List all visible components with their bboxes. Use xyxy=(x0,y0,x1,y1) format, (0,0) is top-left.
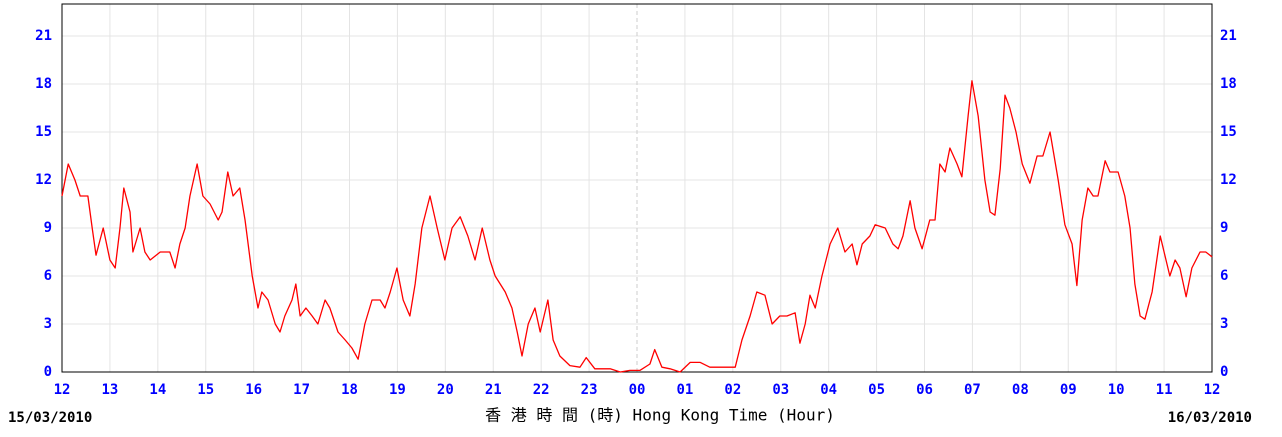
x-tick-label: 23 xyxy=(581,382,598,398)
y-tick-label: 3 xyxy=(44,316,52,332)
x-tick-label: 02 xyxy=(724,382,741,398)
x-tick-label: 13 xyxy=(101,382,118,398)
x-tick-label: 08 xyxy=(1012,382,1029,398)
x-tick-label: 01 xyxy=(676,382,693,398)
x-tick-label: 12 xyxy=(1204,382,1221,398)
x-tick-label: 11 xyxy=(1156,382,1173,398)
y-tick-label-right: 0 xyxy=(1220,364,1228,380)
x-tick-label: 07 xyxy=(964,382,981,398)
x-tick-label: 17 xyxy=(293,382,310,398)
y-tick-label: 21 xyxy=(35,28,52,44)
x-tick-label: 06 xyxy=(916,382,933,398)
x-tick-label: 20 xyxy=(437,382,454,398)
data-line xyxy=(61,80,1213,373)
x-tick-label: 19 xyxy=(389,382,406,398)
date-start: 15/03/2010 xyxy=(8,410,92,426)
y-tick-label-right: 3 xyxy=(1220,316,1228,332)
y-tick-label-right: 21 xyxy=(1220,28,1237,44)
x-tick-label: 10 xyxy=(1108,382,1125,398)
plot-frame xyxy=(61,3,1213,373)
x-tick-label: 15 xyxy=(197,382,214,398)
x-tick-label: 18 xyxy=(341,382,358,398)
x-tick-label: 21 xyxy=(485,382,502,398)
y-tick-label: 0 xyxy=(44,364,52,380)
y-tick-label-right: 12 xyxy=(1220,172,1237,188)
y-tick-label: 18 xyxy=(35,76,52,92)
y-tick-label-right: 15 xyxy=(1220,124,1237,140)
x-tick-label: 09 xyxy=(1060,382,1077,398)
x-tick-label: 05 xyxy=(868,382,885,398)
x-tick-label: 04 xyxy=(820,382,837,398)
y-tick-label-right: 6 xyxy=(1220,268,1228,284)
y-tick-label-right: 18 xyxy=(1220,76,1237,92)
y-tick-label: 9 xyxy=(44,220,52,236)
y-tick-label: 12 xyxy=(35,172,52,188)
x-tick-label: 14 xyxy=(149,382,166,398)
date-end: 16/03/2010 xyxy=(1168,410,1252,426)
x-tick-label: 22 xyxy=(533,382,550,398)
x-tick-label: 00 xyxy=(629,382,646,398)
x-tick-label: 12 xyxy=(54,382,71,398)
x-tick-label: 16 xyxy=(245,382,262,398)
x-tick-label: 03 xyxy=(772,382,789,398)
y-tick-label: 6 xyxy=(44,268,52,284)
y-tick-label: 15 xyxy=(35,124,52,140)
x-axis-label: 香 港 時 間 (時) Hong Kong Time (Hour) xyxy=(485,406,835,425)
y-tick-label-right: 9 xyxy=(1220,220,1228,236)
